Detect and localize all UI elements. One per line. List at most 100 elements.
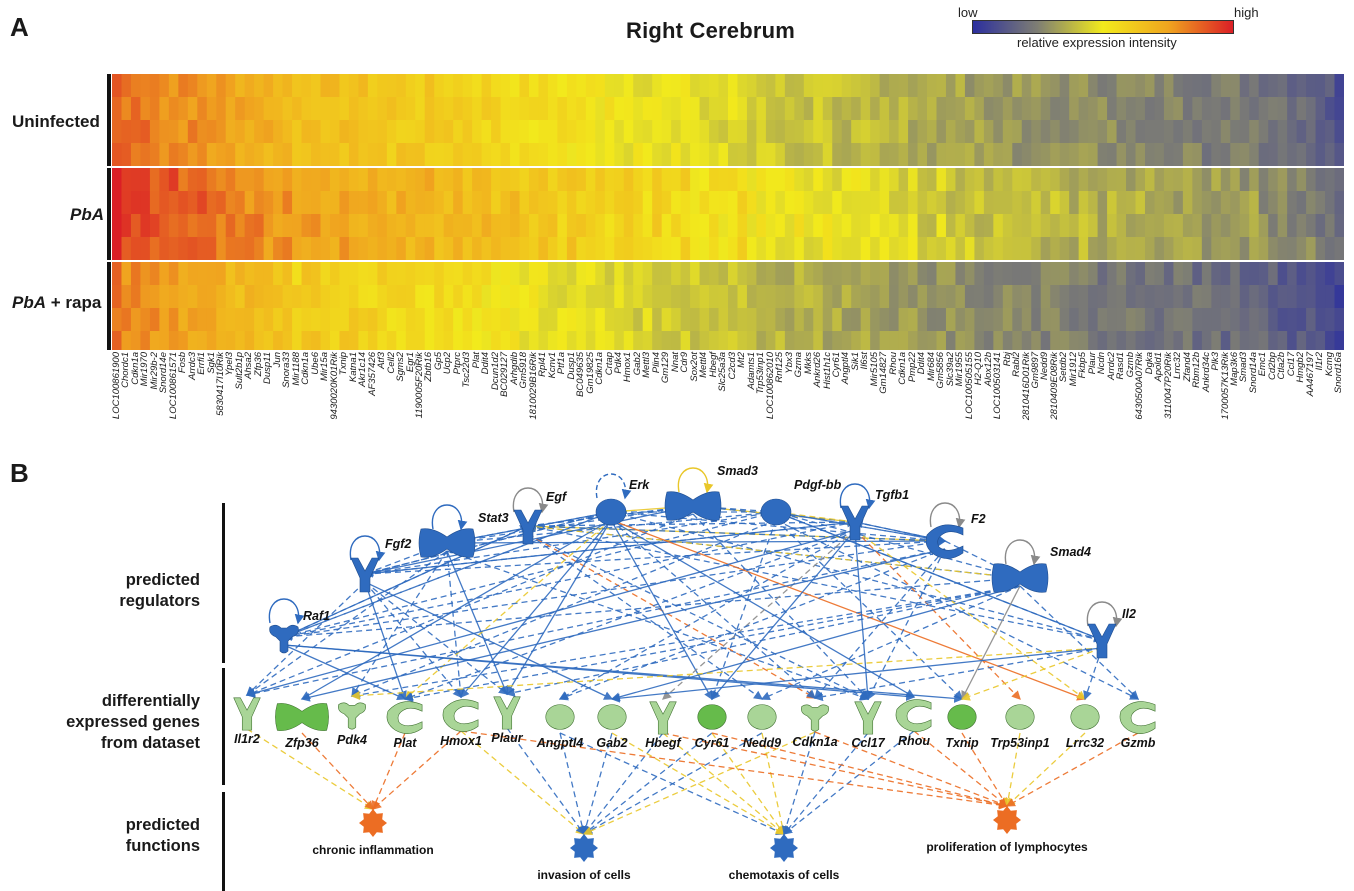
heatmap-cell: [168, 237, 179, 260]
expression-heatmap: [112, 74, 1344, 350]
heatmap-cell: [1078, 143, 1089, 166]
heatmap-cell: [709, 120, 720, 143]
heatmap-cell: [519, 308, 530, 331]
heatmap-cell: [1031, 331, 1042, 350]
regulator-label: Erk: [629, 478, 650, 492]
heatmap-cell: [472, 143, 483, 166]
heatmap-cell: [1201, 168, 1212, 191]
heatmap-cell: [576, 97, 587, 120]
heatmap-cell: [908, 262, 919, 285]
gene-label: Il1r2: [234, 732, 260, 746]
heatmap-cell: [377, 168, 388, 191]
heatmap-cell: [1144, 331, 1156, 350]
heatmap-cell: [405, 191, 416, 214]
heatmap-cell: [121, 120, 132, 143]
heatmap-cell: [1040, 262, 1051, 285]
heatmap-cell: [311, 214, 322, 237]
heatmap-cell: [1040, 168, 1051, 191]
heatmap-cell: [178, 97, 189, 120]
heatmap-cell: [1211, 143, 1222, 166]
heatmap-cell: [377, 285, 388, 308]
heatmap-cell: [1182, 331, 1193, 350]
heatmap-cell: [187, 191, 198, 214]
heatmap-cell: [168, 214, 179, 237]
heatmap-cell: [557, 237, 568, 260]
self-loop-edge: [677, 467, 714, 494]
heatmap-cell: [187, 308, 198, 331]
heatmap-cell: [652, 308, 663, 331]
heatmap-cell: [841, 97, 852, 120]
heatmap-cell: [159, 97, 170, 120]
heatmap-cell: [898, 168, 909, 191]
heatmap-cell: [1173, 262, 1184, 285]
heatmap-cell: [822, 191, 833, 214]
heatmap-cell: [500, 74, 511, 97]
heatmap-cell: [983, 143, 994, 166]
heatmap-cell: [1325, 74, 1336, 97]
heatmap-cell: [945, 74, 957, 97]
heatmap-cell: [1296, 74, 1307, 97]
heatmap-cell: [936, 168, 947, 191]
heatmap-cell: [993, 168, 1004, 191]
heatmap-cell: [510, 308, 521, 331]
heatmap-cell: [595, 214, 606, 237]
heatmap-cell: [936, 120, 947, 143]
heatmap-cell: [472, 74, 483, 97]
heatmap-cell: [528, 237, 540, 260]
heatmap-cell: [263, 168, 274, 191]
heatmap-cell: [756, 308, 767, 331]
heatmap-cell: [1040, 74, 1051, 97]
heatmap-cell: [614, 74, 625, 97]
network-edge: [350, 585, 1021, 700]
heatmap-cell: [178, 74, 189, 97]
network-edge: [775, 519, 1140, 700]
heatmap-cell: [434, 331, 445, 350]
regulator-label: Stat3: [478, 511, 509, 525]
heatmap-cell: [604, 191, 615, 214]
heatmap-cell: [320, 262, 331, 285]
heatmap-cell: [614, 237, 625, 260]
heatmap-cell: [775, 308, 786, 331]
heatmap-cell: [273, 120, 284, 143]
heatmap-cell: [453, 214, 464, 237]
heatmap-cell: [339, 191, 350, 214]
heatmap-cell: [974, 191, 985, 214]
heatmap-cell: [311, 262, 322, 285]
heatmap-cell: [576, 143, 587, 166]
heatmap-cell: [974, 331, 985, 350]
heatmap-cell: [320, 168, 331, 191]
heatmap-cell: [1040, 191, 1051, 214]
heatmap-cell: [538, 331, 549, 350]
heatmap-cell: [851, 97, 862, 120]
heatmap-cell: [320, 308, 331, 331]
heatmap-cell: [1050, 97, 1061, 120]
network-edge: [782, 730, 915, 835]
network-edge: [300, 548, 946, 702]
heatmap-cell: [623, 191, 634, 214]
heatmap-cell: [1201, 74, 1212, 97]
heatmap-cell: [832, 120, 843, 143]
heatmap-cell: [235, 97, 246, 120]
heatmap-cell: [566, 308, 577, 331]
heatmap-title: Right Cerebrum: [626, 18, 796, 43]
heatmap-cell: [576, 74, 587, 97]
heatmap-cell: [273, 237, 284, 260]
heatmap-cell: [491, 120, 502, 143]
heatmap-cell: [282, 308, 293, 331]
heatmap-cell: [1277, 262, 1288, 285]
heatmap-cell: [121, 262, 132, 285]
heatmap-cell: [576, 308, 587, 331]
heatmap-cell: [510, 285, 521, 308]
heatmap-cell: [206, 191, 217, 214]
heatmap-cell: [1021, 285, 1032, 308]
heatmap-cell: [1325, 308, 1336, 331]
heatmap-cell: [680, 74, 691, 97]
heatmap-cell: [168, 120, 179, 143]
heatmap-cell: [803, 331, 814, 350]
heatmap-cell: [1088, 191, 1099, 214]
heatmap-cell: [1163, 143, 1175, 166]
heatmap-cell: [765, 262, 776, 285]
heatmap-cell: [462, 120, 473, 143]
network-edge: [761, 732, 787, 836]
heatmap-cell: [311, 191, 322, 214]
